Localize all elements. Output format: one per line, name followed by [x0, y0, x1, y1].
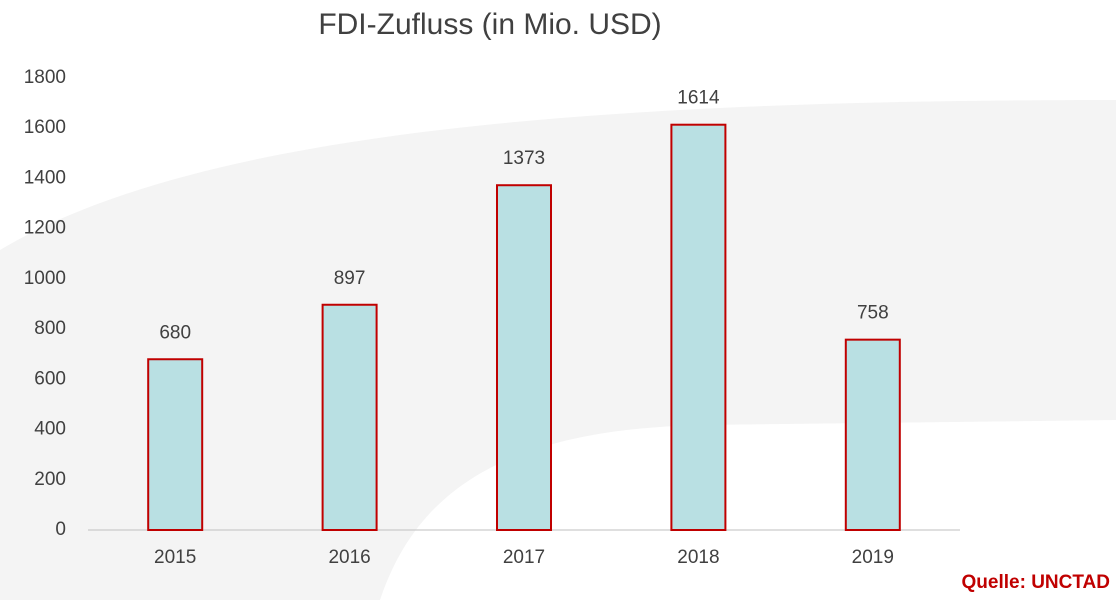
x-tick-label: 2019: [852, 547, 894, 568]
y-tick-label: 800: [34, 318, 66, 339]
source-note: Quelle: UNCTAD: [962, 572, 1110, 593]
data-label: 897: [334, 268, 366, 289]
y-tick-label: 200: [34, 469, 66, 490]
data-label: 680: [159, 322, 191, 343]
background-swoosh-inner: [380, 420, 1116, 600]
y-tick-label: 1000: [24, 268, 66, 289]
y-tick-label: 0: [55, 519, 66, 540]
x-tick-label: 2017: [503, 547, 545, 568]
y-tick-label: 1800: [24, 67, 66, 88]
chart-title: FDI-Zufluss (in Mio. USD): [318, 8, 661, 41]
bar: [147, 358, 204, 531]
data-label: 1614: [677, 88, 720, 109]
y-tick-label: 1600: [24, 117, 66, 138]
y-tick-label: 600: [34, 368, 66, 389]
bar: [844, 338, 901, 531]
bar: [670, 123, 727, 531]
data-label: 758: [857, 303, 889, 324]
bar: [496, 184, 552, 531]
x-tick-label: 2016: [328, 547, 370, 568]
x-tick-label: 2018: [677, 547, 719, 568]
data-label: 1373: [503, 148, 545, 169]
y-tick-label: 1400: [24, 167, 66, 188]
x-tick-label: 2015: [154, 547, 196, 568]
y-tick-label: 1200: [24, 218, 66, 239]
y-tick-label: 400: [34, 419, 66, 440]
bar: [321, 303, 378, 531]
